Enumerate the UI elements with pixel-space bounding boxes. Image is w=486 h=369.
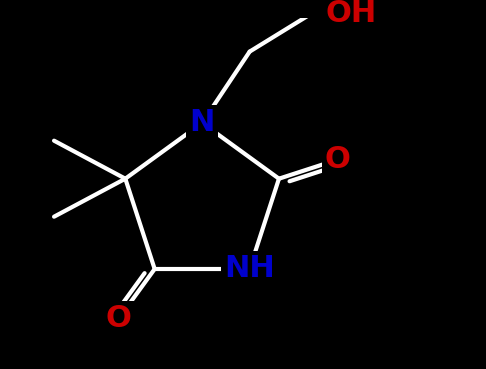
Text: O: O xyxy=(325,145,350,174)
Text: NH: NH xyxy=(224,255,275,283)
Text: O: O xyxy=(105,304,131,334)
Text: OH: OH xyxy=(326,0,377,28)
Text: N: N xyxy=(190,108,215,137)
